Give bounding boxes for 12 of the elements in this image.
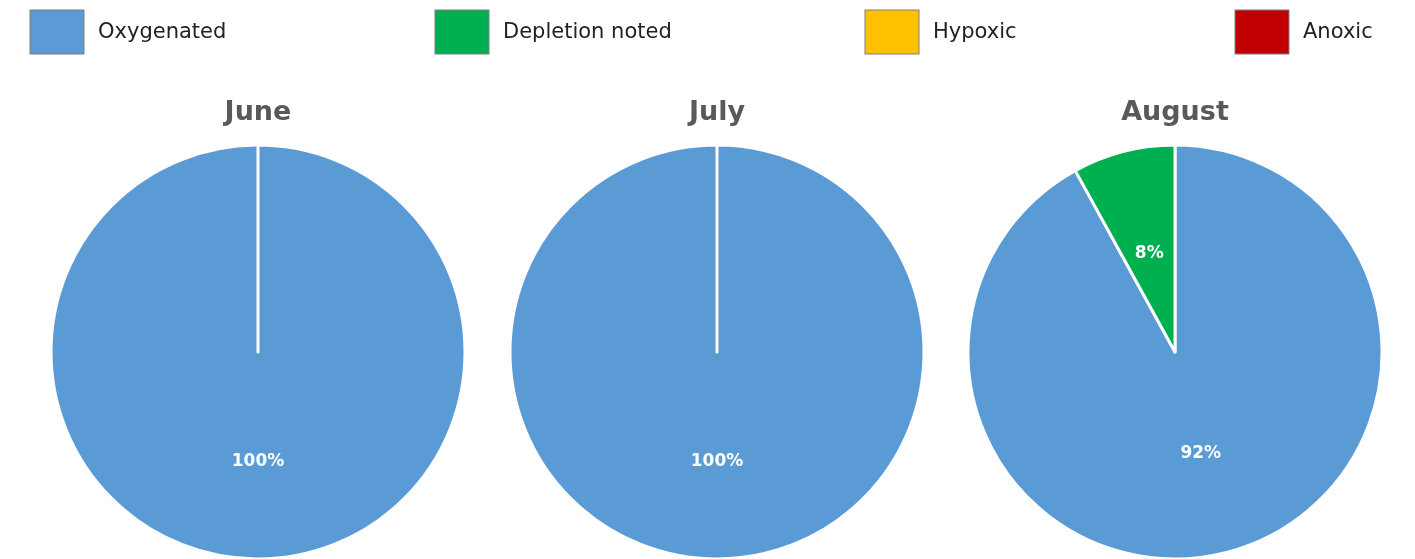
data-label: 100%	[231, 449, 285, 470]
legend-label: Anoxic	[1303, 19, 1373, 44]
chart-title: July	[686, 95, 746, 126]
data-label: 92%	[1180, 442, 1222, 463]
legend-label: Hypoxic	[933, 19, 1017, 44]
pie-slice	[966, 143, 1384, 559]
data-label: 100%	[690, 449, 744, 470]
slice-label: Oxygenated	[98, 19, 227, 44]
chart-title: August	[1121, 95, 1229, 126]
text: June	[222, 95, 292, 126]
data-label: 8%	[1134, 241, 1164, 262]
legend-label: Depletion noted	[503, 19, 672, 44]
